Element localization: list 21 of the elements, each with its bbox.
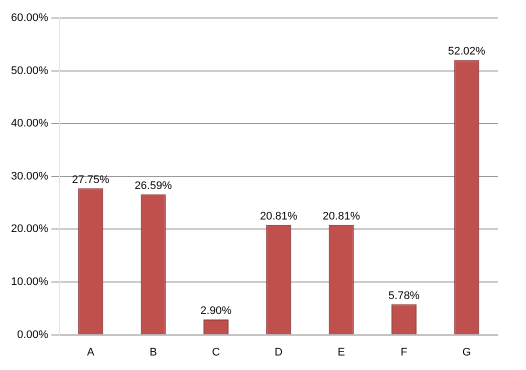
data-label: 52.02% xyxy=(448,46,486,58)
x-tick-label: D xyxy=(274,346,283,358)
x-tick-label: E xyxy=(338,346,345,358)
y-tick-label: 10.00% xyxy=(10,276,49,288)
y-tick-label: 40.00% xyxy=(10,118,49,130)
x-tick-label: A xyxy=(86,346,95,358)
data-label: 26.59% xyxy=(134,180,172,192)
y-tick-label: 60.00% xyxy=(10,12,49,24)
y-tick-label: 30.00% xyxy=(10,170,49,182)
x-tick-label: B xyxy=(150,346,157,358)
x-tick-label: C xyxy=(212,346,220,358)
y-tick-label: 50.00% xyxy=(10,64,49,77)
data-label: 2.90% xyxy=(200,305,232,318)
y-tick-label: 20.00% xyxy=(10,223,49,236)
data-label: 20.81% xyxy=(322,210,360,222)
x-tick-label: G xyxy=(462,346,471,358)
data-label: 5.78% xyxy=(388,290,420,302)
y-tick-label: 0.00% xyxy=(17,328,49,341)
data-label: 27.75% xyxy=(72,174,110,186)
x-tick-label: F xyxy=(400,346,408,358)
data-label: 20.81% xyxy=(260,210,298,222)
